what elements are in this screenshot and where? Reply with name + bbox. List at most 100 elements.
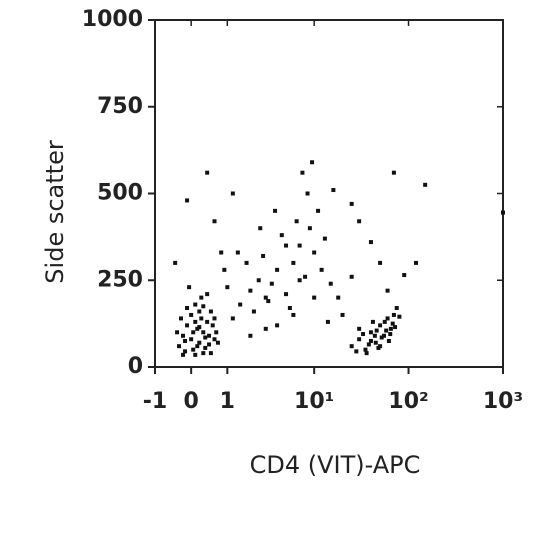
x-tick-label: 10² — [388, 389, 428, 414]
point — [238, 302, 243, 307]
point — [189, 337, 194, 342]
point — [197, 340, 202, 345]
point — [173, 260, 178, 265]
point — [201, 304, 206, 309]
x-tick-label: 10¹ — [294, 389, 334, 414]
x-axis-label: CD4 (VIT)-APC — [250, 451, 421, 479]
point — [183, 338, 188, 343]
point — [390, 321, 395, 326]
point — [368, 338, 373, 343]
point — [212, 337, 217, 342]
point — [287, 306, 292, 311]
point — [372, 333, 377, 338]
point — [307, 226, 312, 231]
point — [215, 340, 220, 345]
point — [312, 250, 317, 255]
point — [263, 295, 268, 300]
point — [181, 352, 186, 357]
point — [197, 309, 202, 314]
x-tick-label: -1 — [143, 389, 167, 414]
point — [325, 319, 330, 324]
point — [203, 335, 208, 340]
point — [203, 345, 208, 350]
point — [175, 330, 180, 335]
point — [256, 278, 261, 283]
point — [251, 309, 256, 314]
point — [363, 347, 368, 352]
point — [193, 302, 198, 307]
point — [322, 236, 327, 241]
point — [297, 278, 302, 283]
point — [391, 170, 396, 175]
point — [225, 285, 230, 290]
point — [207, 333, 212, 338]
point — [212, 219, 217, 224]
point — [205, 292, 210, 297]
point — [291, 312, 296, 317]
point — [222, 267, 227, 272]
y-tick-label: 1000 — [82, 7, 143, 32]
point — [275, 267, 280, 272]
x-tick-label: 0 — [184, 389, 199, 414]
point — [385, 316, 390, 321]
point — [258, 226, 263, 231]
point — [414, 260, 419, 265]
point — [340, 312, 345, 317]
point — [248, 333, 253, 338]
point — [191, 330, 196, 335]
point — [382, 319, 387, 324]
point — [310, 160, 315, 165]
point — [388, 332, 393, 337]
point — [219, 250, 224, 255]
point — [357, 219, 362, 224]
point — [284, 243, 289, 248]
point — [214, 330, 219, 335]
x-tick-label: 1 — [220, 389, 235, 414]
point — [263, 326, 268, 331]
point — [378, 260, 383, 265]
point — [181, 333, 186, 338]
point — [201, 330, 206, 335]
point — [208, 309, 213, 314]
point — [284, 292, 289, 297]
point — [373, 340, 378, 345]
point — [374, 328, 379, 333]
point — [189, 312, 194, 317]
point — [349, 201, 354, 206]
point — [386, 338, 391, 343]
point — [385, 288, 390, 293]
point — [235, 250, 240, 255]
point — [244, 260, 249, 265]
point — [185, 323, 190, 328]
point — [331, 188, 336, 193]
point — [336, 295, 341, 300]
point — [368, 330, 373, 335]
point — [193, 352, 198, 357]
point — [205, 170, 210, 175]
plot-frame — [154, 19, 504, 368]
point — [279, 233, 284, 238]
y-tick-label: 500 — [97, 181, 143, 206]
point — [349, 344, 354, 349]
y-tick-label: 250 — [97, 267, 143, 292]
point — [183, 349, 188, 354]
point — [266, 299, 271, 304]
point — [230, 316, 235, 321]
point — [269, 281, 274, 286]
point — [394, 306, 399, 311]
point — [357, 337, 362, 342]
point — [273, 208, 278, 213]
point — [195, 344, 200, 349]
point — [208, 351, 213, 356]
point — [212, 316, 217, 321]
point — [291, 260, 296, 265]
point — [316, 208, 321, 213]
point — [187, 285, 192, 290]
point — [366, 342, 371, 347]
point — [199, 295, 204, 300]
point — [354, 349, 359, 354]
point — [379, 335, 384, 340]
y-tick-label: 750 — [97, 94, 143, 119]
point — [207, 342, 212, 347]
